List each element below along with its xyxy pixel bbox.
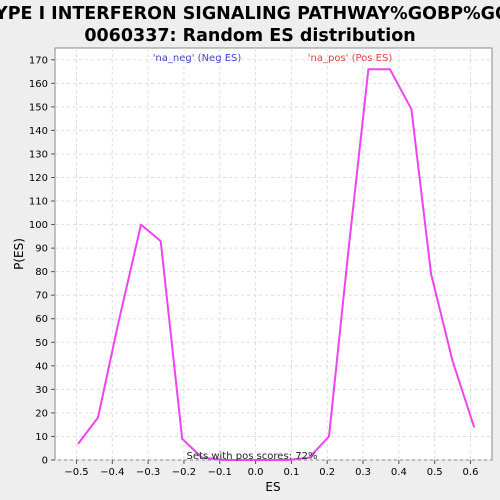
chart-title-line1: TYPE I INTERFERON SIGNALING PATHWAY%GOBP… [0, 4, 500, 24]
x-tick-label: 0.6 [463, 467, 479, 478]
x-tick-label: −0.5 [64, 467, 88, 478]
y-tick-label: 90 [35, 244, 48, 255]
neg-es-label: 'na_neg' (Neg ES) [153, 53, 242, 64]
x-tick-label: −0.2 [172, 467, 196, 478]
data-point [430, 273, 432, 275]
data-point [77, 442, 80, 445]
x-tick-label: 0.4 [391, 467, 407, 478]
y-tick-label: 120 [29, 173, 48, 184]
x-tick-label: 0.5 [427, 467, 443, 478]
y-tick-label: 150 [29, 102, 48, 113]
data-point [328, 435, 330, 438]
data-point [222, 459, 225, 461]
data-point [159, 240, 162, 242]
y-tick-label: 140 [29, 126, 48, 137]
pos-es-label: 'na_pos' (Pos ES) [308, 53, 393, 64]
x-tick-label: −0.1 [208, 467, 232, 478]
data-point [254, 459, 257, 461]
y-tick-label: 40 [35, 361, 48, 372]
data-point [473, 426, 475, 428]
data-point [451, 360, 454, 362]
data-point [97, 416, 99, 419]
x-tick-label: 0.1 [283, 467, 299, 478]
y-tick-label: 110 [29, 197, 48, 208]
y-tick-label: 80 [35, 267, 48, 278]
y-axis-label: P(ES) [12, 238, 26, 270]
data-point [410, 108, 413, 111]
data-point [367, 68, 370, 70]
x-axis-label: ES [265, 480, 280, 494]
y-tick-label: 20 [35, 408, 48, 419]
data-point [389, 68, 391, 70]
y-tick-label: 130 [29, 149, 48, 160]
y-tick-label: 60 [35, 314, 48, 325]
y-tick-label: 160 [29, 79, 48, 90]
y-axis-ticks: 0 10 20 30 40 50 60 70 80 90 100 110 120 130 140 150 160… [29, 55, 55, 467]
pos-scores-footnote: Sets with pos scores: 72% [187, 451, 318, 462]
series-layer [77, 68, 476, 461]
data-point [181, 438, 183, 440]
data-point [201, 456, 203, 459]
x-axis-ticks: −0.5 −0.4 −0.3 −0.2 −0.1 0.0 0.1 0.2 0.3 0.4 0.5 0.… [64, 460, 478, 478]
y-tick-label: 30 [35, 385, 48, 396]
data-point [116, 325, 119, 327]
data-point [308, 456, 311, 459]
grid-lines [55, 48, 492, 461]
chart-title-line2: 0060337: Random ES distribution [84, 26, 415, 46]
y-tick-label: 70 [35, 291, 48, 302]
data-point [347, 247, 350, 249]
data-point [140, 223, 142, 226]
y-tick-label: 100 [29, 220, 48, 231]
plot-area [54, 47, 493, 461]
y-tick-label: 170 [29, 55, 48, 66]
x-tick-label: −0.4 [100, 467, 124, 478]
y-tick-label: 50 [35, 338, 48, 349]
y-tick-label: 0 [42, 456, 48, 467]
x-tick-label: −0.3 [136, 467, 160, 478]
x-tick-label: 0.2 [319, 467, 335, 478]
x-tick-label: 0.0 [248, 467, 264, 478]
y-tick-label: 10 [35, 432, 48, 443]
data-point [287, 459, 289, 461]
x-tick-label: 0.3 [355, 467, 371, 478]
